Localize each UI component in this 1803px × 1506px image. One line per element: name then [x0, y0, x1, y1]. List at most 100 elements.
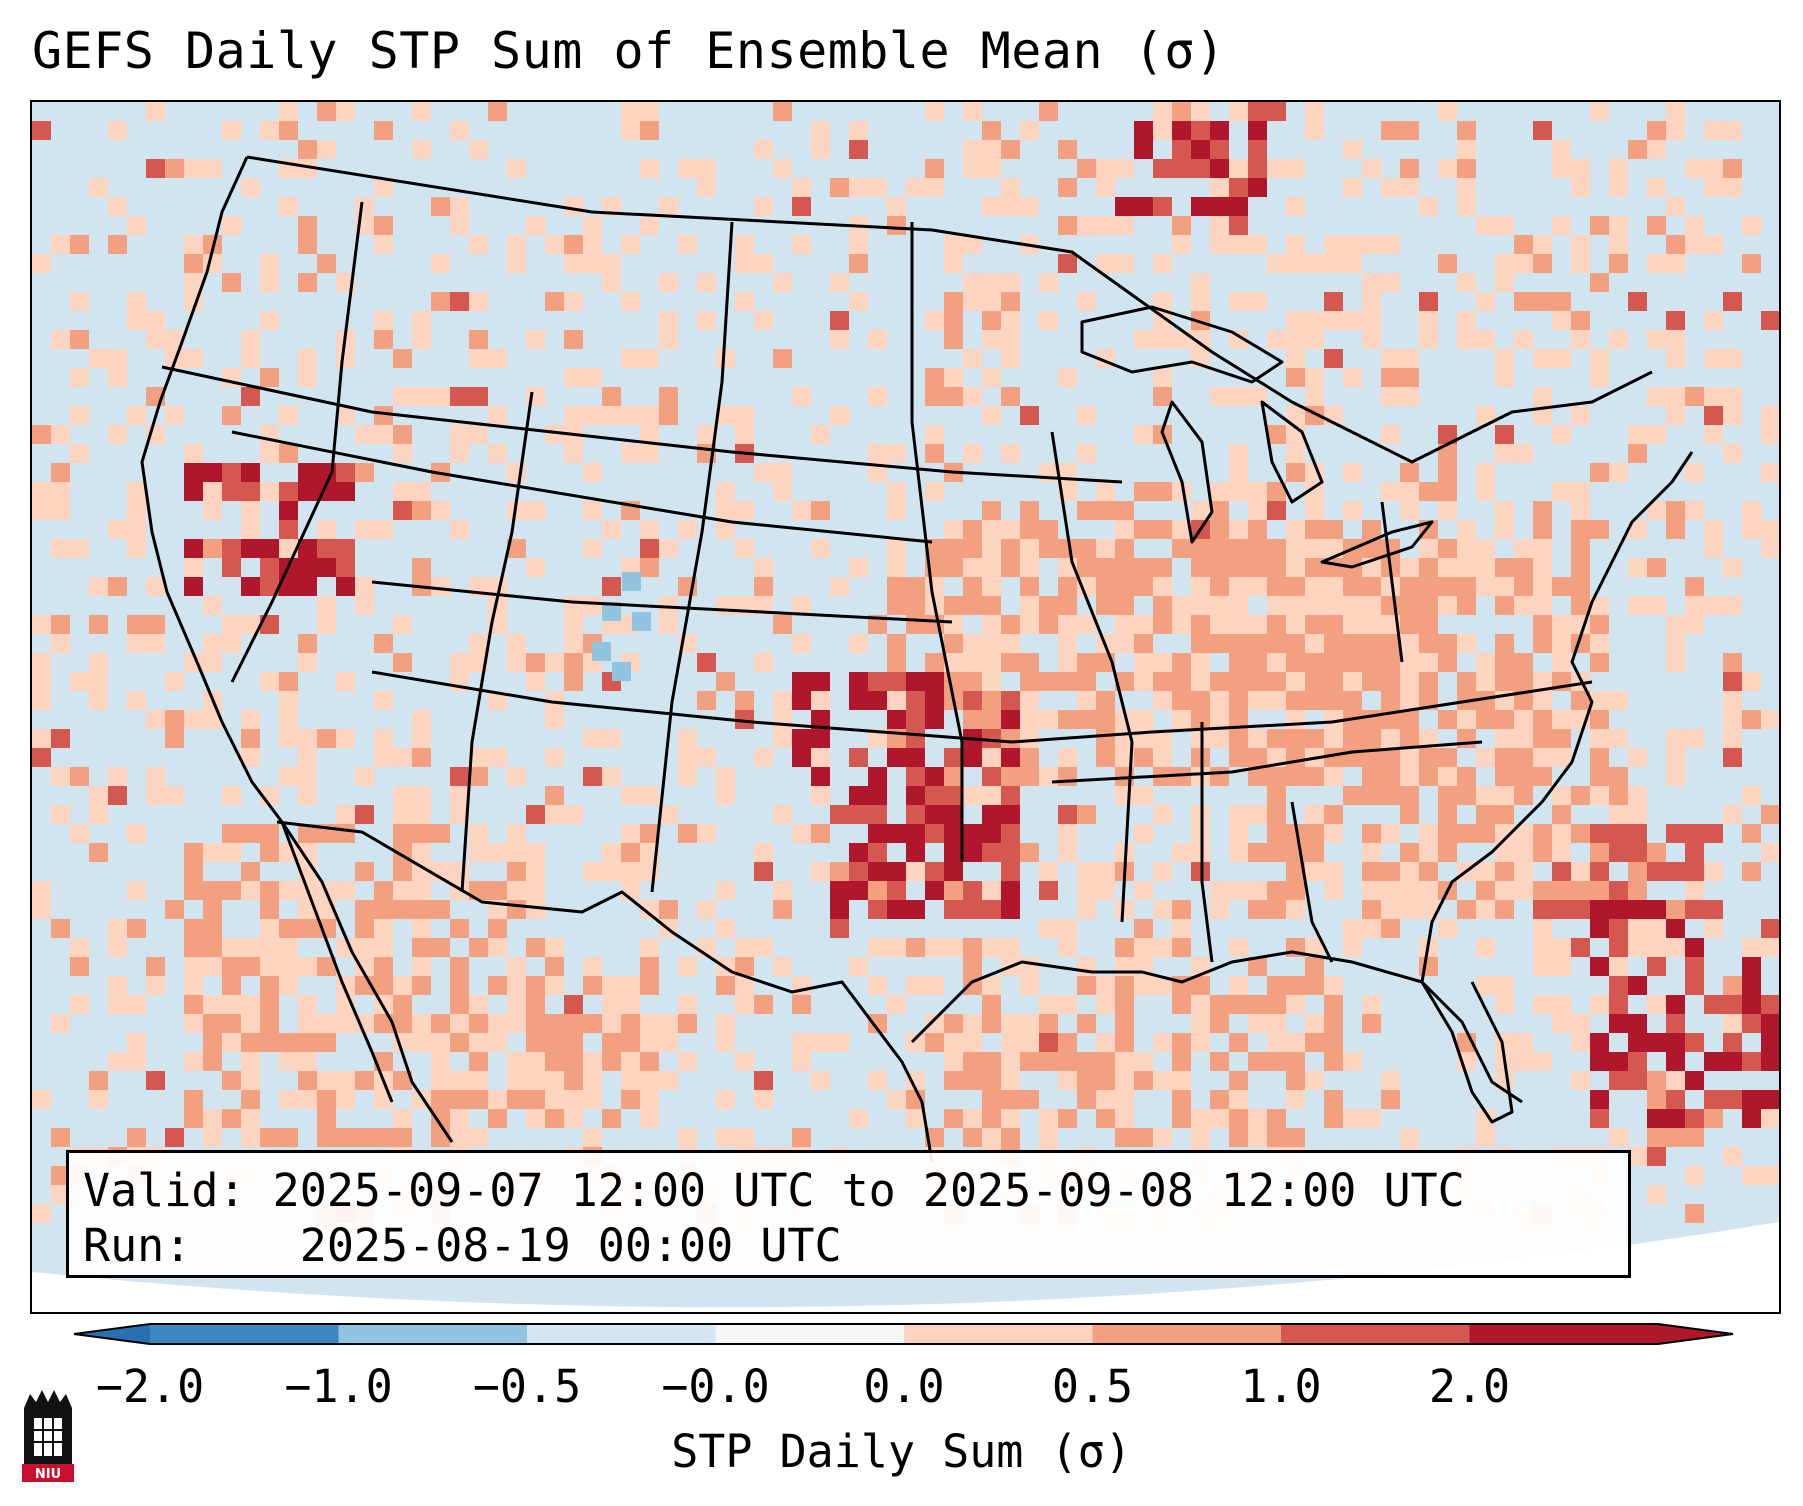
anomaly-pixel	[1476, 881, 1495, 900]
anomaly-pixel	[469, 881, 488, 900]
anomaly-pixel	[1533, 748, 1552, 767]
anomaly-pixel	[1324, 653, 1343, 672]
anomaly-pixel	[1305, 729, 1324, 748]
anomaly-pixel	[1647, 1147, 1666, 1166]
anomaly-pixel	[1153, 482, 1172, 501]
anomaly-pixel	[526, 938, 545, 957]
anomaly-pixel	[1020, 672, 1039, 691]
anomaly-pixel	[1590, 216, 1609, 235]
anomaly-pixel	[298, 729, 317, 748]
anomaly-pixel	[1039, 539, 1058, 558]
anomaly-pixel	[1267, 729, 1286, 748]
anomaly-pixel	[925, 1033, 944, 1052]
anomaly-pixel	[982, 311, 1001, 330]
anomaly-pixel	[108, 786, 127, 805]
anomaly-pixel	[1761, 938, 1779, 957]
anomaly-pixel	[1058, 919, 1077, 938]
anomaly-pixel	[697, 311, 716, 330]
anomaly-pixel	[1191, 197, 1210, 216]
anomaly-pixel	[1476, 558, 1495, 577]
anomaly-pixel	[1096, 748, 1115, 767]
anomaly-pixel	[241, 349, 260, 368]
anomaly-pixel	[602, 729, 621, 748]
anomaly-pixel	[374, 311, 393, 330]
anomaly-pixel	[1039, 273, 1058, 292]
anomaly-pixel	[317, 140, 336, 159]
anomaly-pixel	[70, 330, 89, 349]
anomaly-pixel	[241, 178, 260, 197]
anomaly-pixel	[678, 957, 697, 976]
anomaly-pixel	[1058, 577, 1077, 596]
florida-coast	[1420, 981, 1514, 1124]
anomaly-pixel	[1115, 1033, 1134, 1052]
anomaly-pixel	[963, 957, 982, 976]
anomaly-pixel	[1457, 330, 1476, 349]
anomaly-pixel	[1286, 539, 1305, 558]
anomaly-pixel	[1267, 1033, 1286, 1052]
anomaly-pixel	[1609, 463, 1628, 482]
anomaly-pixel	[1267, 691, 1286, 710]
anomaly-pixel	[982, 1052, 1001, 1071]
anomaly-pixel	[241, 463, 260, 482]
anomaly-pixel	[127, 1052, 146, 1071]
anomaly-pixel	[1115, 748, 1134, 767]
anomaly-pixel	[716, 1128, 735, 1147]
anomaly-pixel	[1476, 1128, 1495, 1147]
anomaly-pixel	[1286, 881, 1305, 900]
anomaly-pixel	[640, 444, 659, 463]
anomaly-pixel	[298, 634, 317, 653]
anomaly-pixel	[1533, 710, 1552, 729]
anomaly-pixel	[849, 805, 868, 824]
anomaly-pixel	[944, 596, 963, 615]
anomaly-pixel	[1571, 1033, 1590, 1052]
anomaly-pixel	[108, 1052, 127, 1071]
anomaly-pixel	[1609, 1071, 1628, 1090]
anomaly-pixel	[450, 520, 469, 539]
anomaly-pixel	[1666, 1128, 1685, 1147]
anomaly-pixel	[393, 387, 412, 406]
anomaly-pixel	[526, 1090, 545, 1109]
anomaly-pixel	[488, 596, 507, 615]
anomaly-pixel	[488, 691, 507, 710]
anomaly-pixel	[868, 843, 887, 862]
anomaly-pixel	[944, 1033, 963, 1052]
anomaly-pixel	[279, 710, 298, 729]
anomaly-pixel	[1324, 235, 1343, 254]
anomaly-pixel	[1742, 254, 1761, 273]
anomaly-pixel	[944, 520, 963, 539]
anomaly-pixel	[1514, 596, 1533, 615]
anomaly-pixel	[1210, 995, 1229, 1014]
anomaly-pixel	[1419, 843, 1438, 862]
anomaly-pixel	[925, 862, 944, 881]
anomaly-pixel	[1286, 1052, 1305, 1071]
anomaly-pixel	[1172, 672, 1191, 691]
anomaly-pixel	[203, 653, 222, 672]
anomaly-pixel	[1020, 577, 1039, 596]
anomaly-pixel	[317, 729, 336, 748]
anomaly-pixel	[1761, 406, 1779, 425]
anomaly-pixel	[887, 444, 906, 463]
anomaly-pixel	[1115, 1109, 1134, 1128]
anomaly-pixel	[982, 900, 1001, 919]
anomaly-pixel	[1495, 558, 1514, 577]
anomaly-pixel	[1685, 862, 1704, 881]
anomaly-pixel	[1476, 1109, 1495, 1128]
anomaly-pixel	[203, 634, 222, 653]
anomaly-pixel	[906, 596, 925, 615]
anomaly-pixel	[944, 330, 963, 349]
anomaly-pixel	[51, 463, 70, 482]
anomaly-pixel	[108, 938, 127, 957]
anomaly-pixel	[431, 1090, 450, 1109]
anomaly-pixel	[811, 501, 830, 520]
colorbar-tick-label: −0.5	[472, 1360, 582, 1413]
anomaly-pixel	[1761, 1166, 1779, 1185]
anomaly-pixel	[1628, 425, 1647, 444]
anomaly-pixel	[89, 786, 108, 805]
anomaly-pixel	[1685, 596, 1704, 615]
anomaly-pixel	[1229, 558, 1248, 577]
anomaly-pixel	[1400, 349, 1419, 368]
anomaly-pixel	[127, 881, 146, 900]
anomaly-pixel	[1590, 767, 1609, 786]
anomaly-pixel	[1571, 900, 1590, 919]
anomaly-pixel	[982, 976, 1001, 995]
